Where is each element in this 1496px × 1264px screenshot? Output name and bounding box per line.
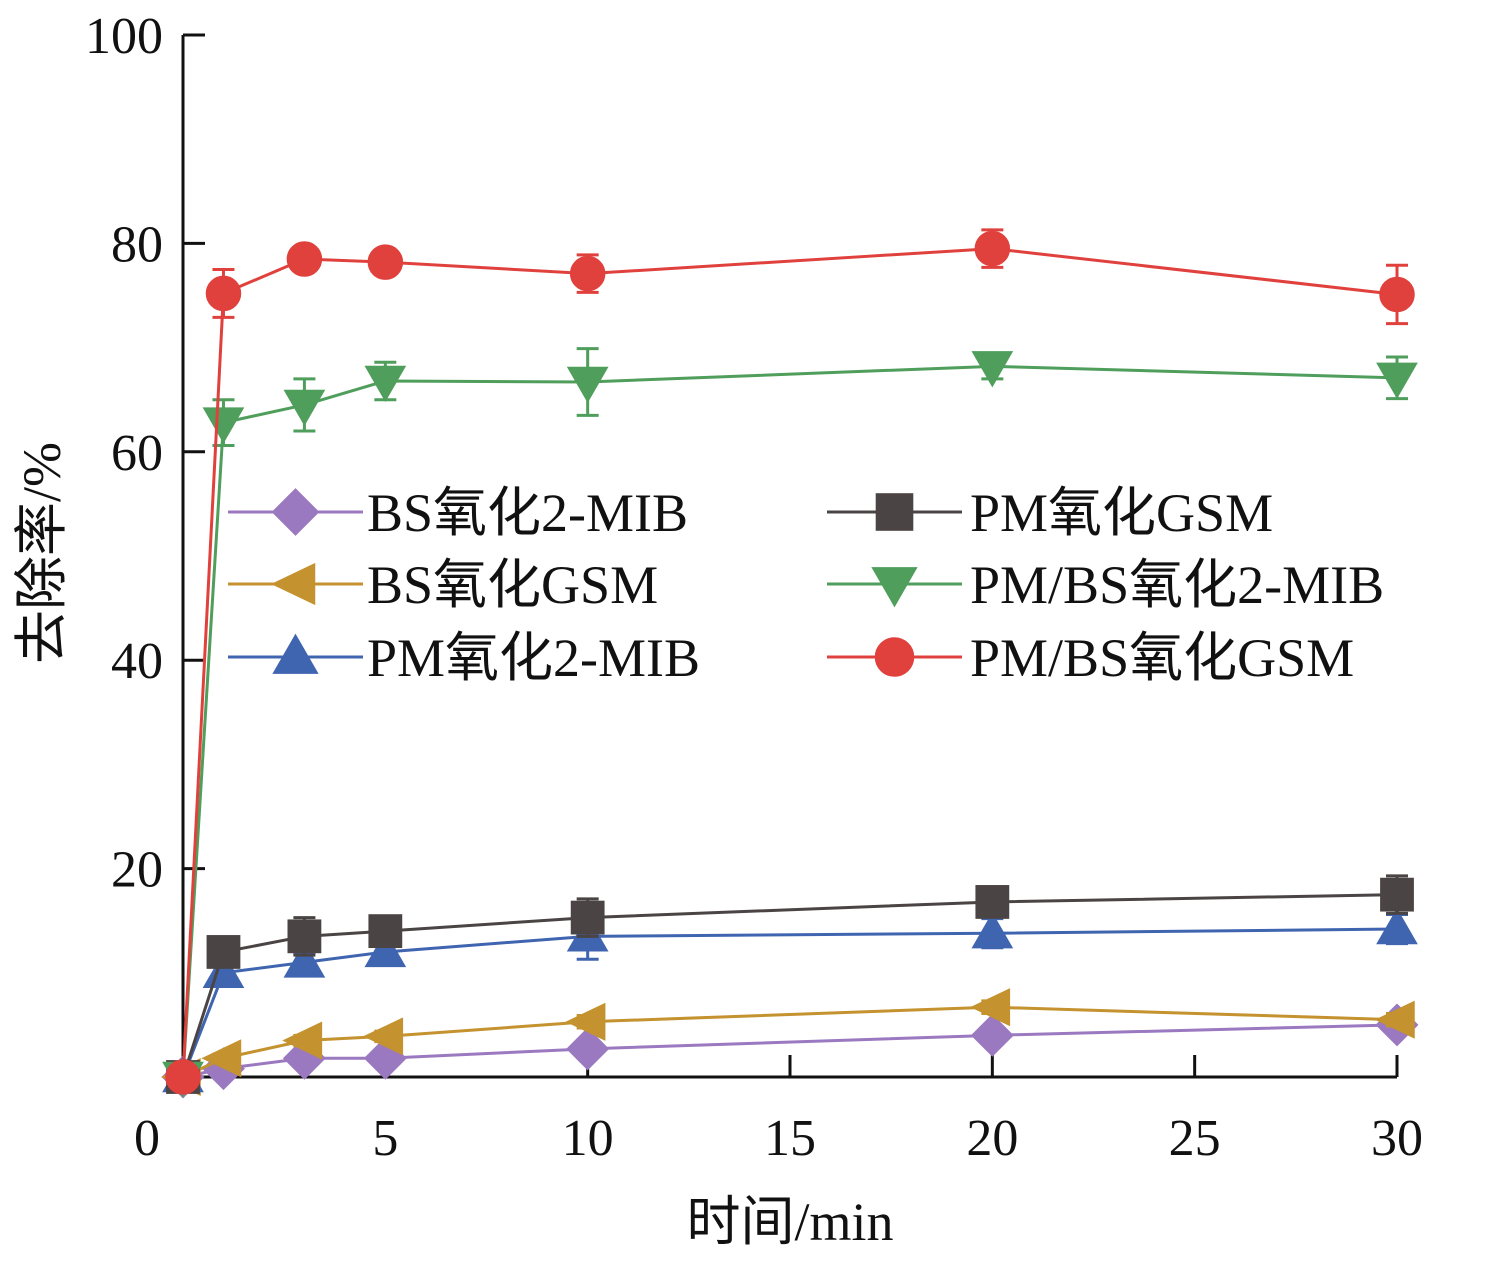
square-marker [1380, 877, 1414, 912]
triangle-down-marker [871, 567, 918, 608]
circle-marker [874, 637, 915, 677]
legend-label: PM/BS氧化2-MIB [970, 555, 1384, 615]
legend-label: BS氧化2-MIB [367, 483, 688, 543]
triangle-up-marker [283, 941, 326, 978]
triangle-up-marker [1376, 907, 1418, 945]
triangle-up-marker [364, 930, 407, 968]
triangle-down-marker [566, 366, 609, 404]
series-line [181, 927, 1398, 1078]
legend-label: PM/BS氧化GSM [970, 628, 1354, 688]
x-tick-label: 0 [134, 1110, 160, 1167]
legend-label: PM氧化2-MIB [367, 628, 700, 688]
legend-item-4: PM氧化GSM [827, 483, 1273, 543]
diamond-marker [271, 488, 320, 536]
diamond-marker [566, 1027, 610, 1071]
series-line [181, 893, 1398, 1078]
x-tick-label: 30 [1371, 1110, 1423, 1167]
circle-marker [974, 230, 1011, 267]
circle-marker [1379, 276, 1415, 313]
x-tick-label: 5 [372, 1110, 398, 1167]
axes: 0 5 10 15 20 25 30 20 40 60 80 100 [85, 8, 1423, 1167]
series-6 [165, 228, 1415, 1095]
square-marker [570, 900, 605, 935]
series-5 [162, 347, 1418, 1099]
legend-item-1: BS氧化2-MIB [228, 483, 688, 543]
legend-item-6: PM/BS氧化GSM [827, 628, 1354, 688]
triangle-left-marker [201, 1039, 242, 1078]
series-line [181, 364, 1398, 1078]
triangle-down-marker [364, 365, 407, 402]
circle-marker [286, 241, 323, 277]
legend-label: PM氧化GSM [970, 483, 1273, 543]
y-tick-label: 80 [111, 216, 163, 273]
diamond-marker [970, 1013, 1014, 1057]
y-axis-title: 去除率/% [12, 442, 72, 664]
circle-marker [367, 244, 404, 280]
triangle-down-marker [971, 351, 1014, 388]
square-marker [875, 493, 914, 531]
triangle-up-marker [272, 633, 319, 674]
triangle-left-marker [565, 1002, 606, 1041]
legend-item-3: PM氧化2-MIB [228, 628, 700, 688]
x-axis-title: 时间/min [686, 1192, 893, 1252]
series-layer [160, 228, 1419, 1099]
y-tick-label: 40 [111, 633, 163, 690]
triangle-up-marker [971, 912, 1014, 949]
circle-marker [165, 1059, 201, 1095]
triangle-down-marker [202, 407, 245, 444]
x-tick-label: 25 [1169, 1110, 1221, 1167]
legend-item-5: PM/BS氧化2-MIB [827, 555, 1384, 615]
legend-label: BS氧化GSM [367, 555, 658, 615]
square-marker [368, 914, 403, 949]
y-tick-label: 100 [85, 8, 163, 65]
triangle-left-marker [970, 988, 1011, 1027]
square-marker [287, 919, 322, 954]
triangle-left-marker [363, 1017, 404, 1056]
square-marker [206, 935, 241, 969]
triangle-left-marker [282, 1021, 323, 1060]
triangle-left-marker [270, 562, 316, 606]
legend-item-2: BS氧化GSM [228, 555, 658, 615]
x-tick-label: 15 [764, 1110, 816, 1167]
y-tick-label: 60 [111, 425, 163, 482]
triangle-left-marker [1374, 1000, 1415, 1039]
triangle-down-marker [1376, 362, 1418, 399]
triangle-down-marker [283, 389, 326, 426]
x-tick-label: 20 [966, 1110, 1018, 1167]
y-tick-label: 20 [111, 842, 163, 899]
circle-marker [205, 275, 242, 312]
series-1 [161, 1003, 1419, 1099]
square-marker [975, 885, 1010, 919]
circle-marker [569, 255, 606, 292]
legend: BS氧化2-MIB BS氧化GSM PM氧化2-MIB PM氧化GSM PM/BS氧化2… [228, 483, 1384, 688]
x-tick-label: 10 [562, 1110, 614, 1167]
